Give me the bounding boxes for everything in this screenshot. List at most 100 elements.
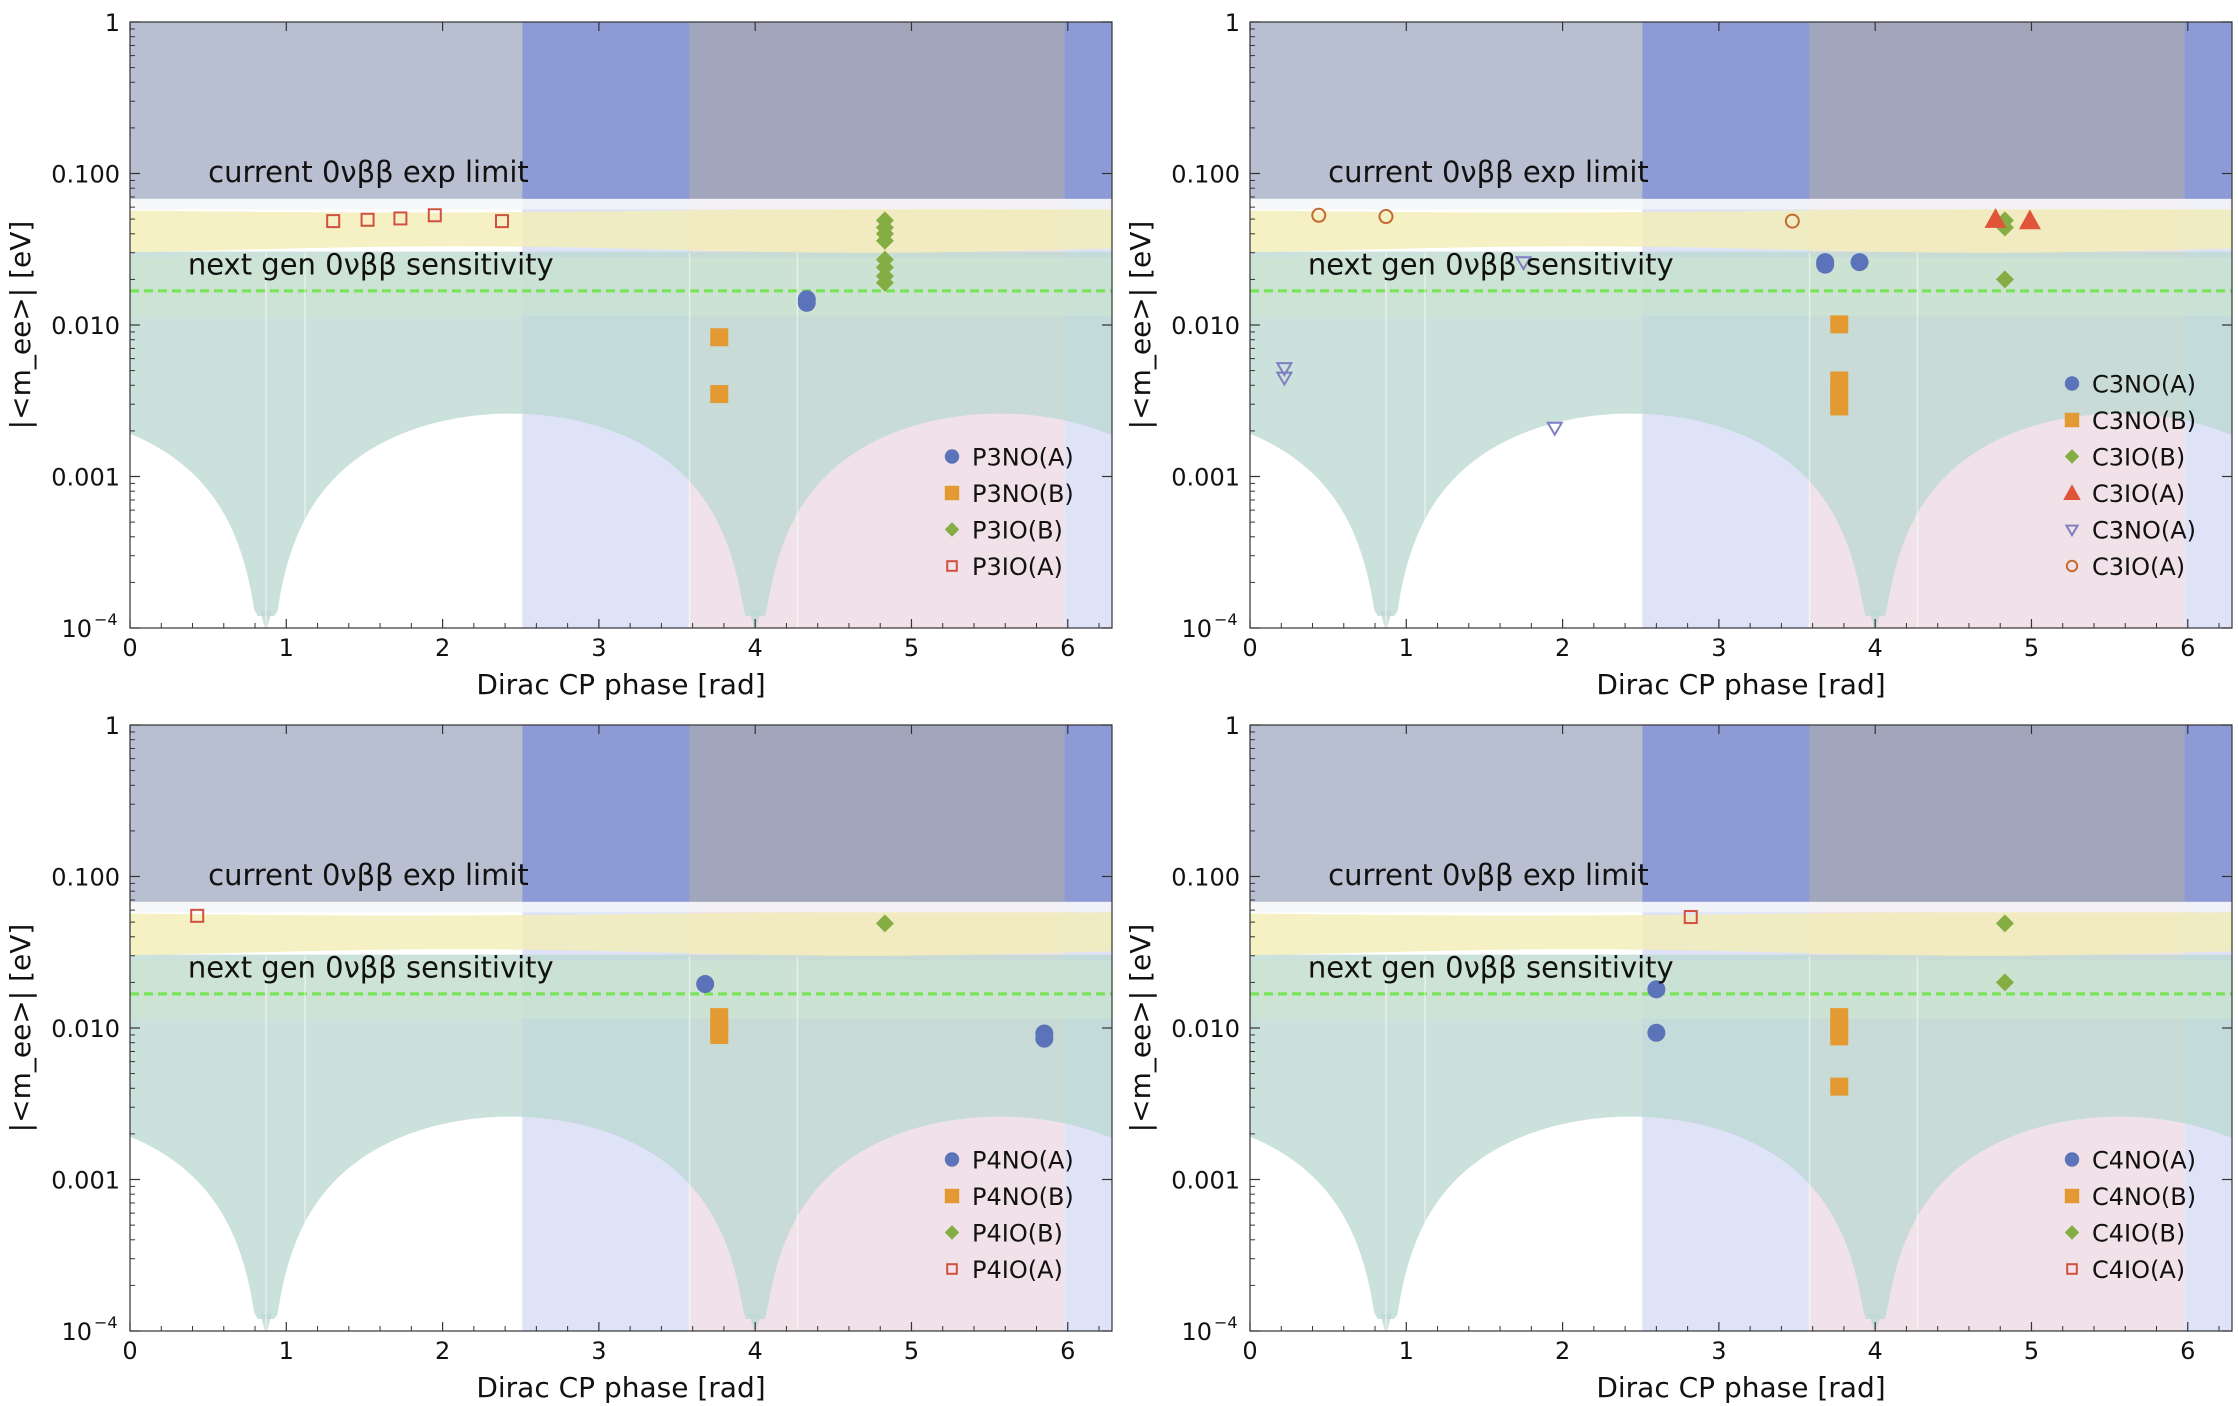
series-C3NO(A) <box>1275 256 1564 437</box>
y-tick-label: 0.001 <box>1171 1167 1240 1195</box>
y-tick-label: 1 <box>1225 712 1240 740</box>
y-tick-exponent: −4 <box>1214 1313 1238 1332</box>
data-point <box>1683 910 1698 925</box>
legend-marker <box>944 485 960 501</box>
legend-label: P3IO(B) <box>972 517 1063 545</box>
series-P4NO(B) <box>710 1008 729 1044</box>
current-limit-label: current 0νββ exp limit <box>208 858 529 892</box>
x-tick-label: 5 <box>904 634 919 662</box>
current-limit-label: current 0νββ exp limit <box>1328 155 1649 189</box>
data-point <box>1830 371 1849 390</box>
x-tick-label: 4 <box>748 1337 763 1365</box>
series-P4IO(B) <box>875 914 894 933</box>
x-tick-label: 2 <box>435 1337 450 1365</box>
legend-marker <box>946 560 958 572</box>
legend-marker <box>946 1263 958 1275</box>
x-tick-label: 1 <box>1399 1337 1414 1365</box>
legend-label: P4IO(A) <box>972 1256 1063 1284</box>
legend-marker <box>2065 559 2079 573</box>
data-point <box>696 975 715 994</box>
legend: C3NO(A) C3NO(B) C3IO(B) C3IO(A) C3NO(A) C3IO(… <box>2063 371 2196 581</box>
series-P3IO(A) <box>326 208 509 229</box>
data-point <box>875 914 894 933</box>
series-P3NO(A) <box>797 290 816 312</box>
x-tick-label: 1 <box>279 634 294 662</box>
legend: P4NO(A) P4NO(B) P4IO(B) P4IO(A) <box>944 1147 1074 1284</box>
data-point <box>1647 1023 1666 1042</box>
legend: C4NO(A) C4NO(B) C4IO(B) C4IO(A) <box>2064 1147 2196 1284</box>
data-point <box>1850 253 1869 272</box>
legend-label: P3IO(A) <box>972 553 1063 581</box>
x-tick-label: 0 <box>122 634 137 662</box>
data-point <box>1816 255 1835 274</box>
legend-marker <box>944 449 960 464</box>
series-C4IO(A) <box>1683 910 1698 925</box>
inverted-ordering-band <box>1250 911 2232 956</box>
series-C3IO(A) <box>1311 207 1800 229</box>
legend: P3NO(A) P3NO(B) P3IO(B) P3IO(A) <box>944 444 1074 581</box>
legend-marker <box>2064 449 2080 464</box>
panel-top-right: current 0νββ exp limit next gen 0νββ sens… <box>1124 9 2233 701</box>
y-tick-exponent: −4 <box>1214 610 1238 629</box>
y-tick-label: 10 <box>1181 1318 1212 1346</box>
y-tick-label: 0.100 <box>1171 161 1240 189</box>
x-axis-label: Dirac CP phase [rad] <box>1596 668 1885 701</box>
data-point <box>1984 208 2007 228</box>
y-tick-label: 0.010 <box>1171 312 1240 340</box>
next-gen-label: next gen 0νββ sensitivity <box>188 951 554 985</box>
data-point <box>1546 421 1564 437</box>
data-point <box>1311 207 1327 223</box>
legend-marker <box>2064 1225 2080 1240</box>
legend-label: C3IO(A) <box>2092 480 2185 508</box>
y-tick-label: 10 <box>61 615 92 643</box>
data-point <box>1830 315 1849 334</box>
legend-marker <box>2063 484 2081 501</box>
data-point <box>2018 209 2041 230</box>
x-tick-label: 0 <box>1242 1337 1257 1365</box>
data-point <box>1035 1029 1054 1048</box>
sensitivity-band <box>1250 960 2232 1019</box>
series-C4NO(B) <box>1830 1008 1849 1096</box>
panel-bottom-right: current 0νββ exp limit next gen 0νββ sens… <box>1124 712 2233 1404</box>
panel-top-left: current 0νββ exp limit next gen 0νββ sens… <box>4 9 1113 701</box>
data-point <box>1995 973 2014 992</box>
legend-label: C3IO(A) <box>2092 553 2185 581</box>
data-point <box>875 273 894 292</box>
y-axis-label: |<m_ee>| [eV] <box>4 221 37 430</box>
legend-label: C4NO(A) <box>2092 1147 2196 1175</box>
data-point <box>1514 256 1533 272</box>
normal-ordering-region <box>130 954 1112 1320</box>
legend-label: P3NO(B) <box>972 480 1074 508</box>
x-tick-label: 5 <box>904 1337 919 1365</box>
x-tick-label: 0 <box>122 1337 137 1365</box>
y-tick-label: 0.010 <box>51 312 120 340</box>
y-tick-label: 1 <box>105 9 120 37</box>
next-gen-label: next gen 0νββ sensitivity <box>188 248 554 282</box>
legend-label: C4IO(A) <box>2092 1256 2185 1284</box>
legend-label: C3NO(A) <box>2092 517 2196 545</box>
data-point <box>1995 914 2014 933</box>
legend-marker <box>944 1225 960 1240</box>
x-tick-label: 3 <box>1711 634 1726 662</box>
x-tick-label: 5 <box>2024 634 2039 662</box>
y-tick-label: 0.010 <box>51 1015 120 1043</box>
x-tick-label: 2 <box>1555 634 1570 662</box>
x-tick-label: 1 <box>279 1337 294 1365</box>
data-point <box>393 211 408 226</box>
data-point <box>710 385 729 404</box>
x-axis-label: Dirac CP phase [rad] <box>476 1371 765 1404</box>
x-tick-label: 6 <box>2180 634 2195 662</box>
sensitivity-band <box>130 960 1112 1019</box>
x-tick-label: 2 <box>1555 1337 1570 1365</box>
series-P4IO(A) <box>190 908 205 923</box>
y-tick-label: 0.001 <box>1171 464 1240 492</box>
x-tick-label: 5 <box>2024 1337 2039 1365</box>
next-gen-label: next gen 0νββ sensitivity <box>1308 951 1674 985</box>
x-axis-label: Dirac CP phase [rad] <box>476 668 765 701</box>
y-tick-label: 0.100 <box>51 161 120 189</box>
y-tick-label: 0.100 <box>1171 864 1240 892</box>
x-tick-label: 6 <box>1060 634 1075 662</box>
legend-label: P4NO(A) <box>972 1147 1074 1175</box>
x-tick-label: 4 <box>748 634 763 662</box>
